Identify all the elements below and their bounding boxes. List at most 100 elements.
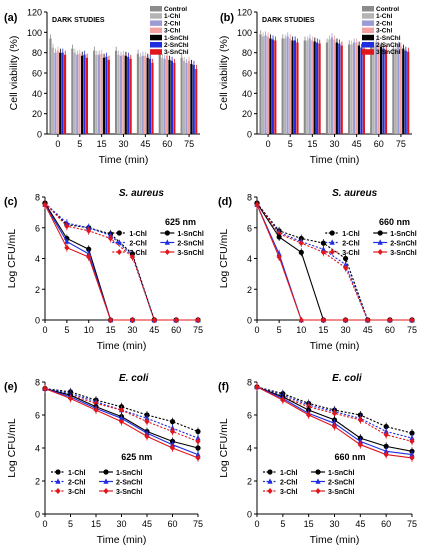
data-point — [118, 418, 125, 425]
bar — [308, 38, 311, 134]
data-point — [409, 454, 415, 461]
bar — [165, 55, 169, 134]
panel-label: (f) — [218, 381, 229, 393]
y-tick-label: 60 — [32, 69, 42, 79]
bar — [114, 50, 118, 135]
legend-marker — [55, 478, 61, 484]
data-point — [64, 244, 70, 251]
bar — [129, 58, 132, 135]
legend-swatch — [150, 13, 162, 19]
legend-label: 2-SnChl — [177, 241, 204, 248]
panel-annotation: 660 nm — [379, 217, 410, 227]
x-tick-label: 75 — [396, 139, 406, 149]
legend-label: 1-SnChl — [328, 470, 355, 477]
legend-swatch — [150, 27, 162, 34]
x-tick-label: 15 — [304, 519, 314, 529]
legend-swatch — [150, 34, 162, 41]
legend-label: 3-SnChl — [390, 250, 417, 257]
y-tick-label: 20 — [32, 109, 42, 119]
legend-label: 1-SnChl — [177, 231, 204, 238]
x-tick-label: 60 — [381, 519, 391, 529]
y-axis-title: Log CFU/mL — [218, 229, 230, 289]
chart-title: S. aureus — [119, 188, 164, 199]
legend-label: 3-SnChl — [164, 49, 189, 56]
bar — [357, 45, 361, 134]
legend-label: 3-SnChl — [177, 250, 204, 257]
bar — [182, 60, 186, 134]
bar — [384, 49, 388, 134]
x-tick-label: 5 — [288, 139, 293, 149]
legend-swatch — [150, 49, 162, 55]
x-axis-title: Time (min) — [310, 534, 360, 546]
data-point — [320, 249, 327, 256]
bar — [51, 47, 54, 135]
data-point — [276, 234, 282, 240]
y-tick-label: 6 — [247, 223, 252, 233]
bar — [49, 38, 52, 134]
bar — [124, 55, 127, 134]
legend-swatch — [150, 20, 162, 26]
data-point — [409, 317, 415, 323]
legend-swatch — [362, 42, 374, 48]
x-tick-label: 0 — [254, 325, 259, 335]
y-tick-label: 2 — [247, 285, 252, 295]
bar — [306, 40, 309, 134]
x-tick-label: 15 — [307, 139, 317, 149]
panel-f: (f) 0 2 4 6 8 Log CFU/mL Time (min) 0 5 15 30 45 60 75… — [218, 373, 417, 546]
data-point — [129, 253, 136, 260]
x-axis-title: Time (min) — [310, 340, 360, 352]
bar — [303, 40, 306, 134]
data-point — [107, 235, 114, 242]
bar — [293, 40, 297, 134]
bar — [269, 38, 272, 134]
bar — [352, 42, 356, 134]
x-tick-label: 10 — [296, 325, 306, 335]
y-axis-title: Cell viability (%) — [218, 36, 230, 111]
y-tick-label: 120 — [237, 8, 252, 18]
chart-title: E. coli — [332, 373, 362, 384]
x-tick-label: 30 — [118, 139, 128, 149]
y-tick-label: 0 — [35, 316, 40, 326]
x-tick-label: 30 — [341, 325, 351, 335]
bar — [397, 45, 400, 134]
legend-label: 1-SnChl — [164, 35, 189, 42]
y-tick-label: 0 — [35, 510, 40, 520]
bar — [141, 55, 144, 134]
legend-swatch — [362, 13, 374, 19]
data-point — [383, 451, 389, 458]
x-axis-title: Time (min) — [99, 154, 149, 166]
y-axis-title: Cell viability (%) — [8, 36, 20, 111]
data-point — [306, 412, 312, 418]
bar — [71, 48, 74, 134]
legend-marker — [164, 230, 170, 236]
data-point — [383, 431, 389, 438]
data-point — [342, 264, 349, 271]
data-point — [64, 223, 70, 230]
bar — [375, 42, 378, 134]
x-tick-label: 60 — [385, 325, 395, 335]
legend-label: Control — [164, 6, 187, 13]
bar — [139, 56, 142, 134]
legend-marker — [315, 469, 321, 475]
panel-a: (a) 0 20 40 60 80 100 120 Cell viability (%) Time… — [4, 6, 200, 166]
bar — [313, 41, 316, 134]
data-point — [42, 201, 48, 208]
y-tick-label: 2 — [35, 285, 40, 295]
legend-marker — [315, 478, 321, 484]
bar — [119, 55, 122, 134]
bar — [370, 46, 373, 134]
panel-label: (a) — [4, 12, 18, 24]
bar — [316, 42, 319, 134]
data-point — [357, 416, 363, 423]
bar — [146, 57, 149, 134]
y-tick-label: 4 — [247, 254, 252, 264]
x-tick-label: 15 — [91, 519, 101, 529]
legend-swatch — [362, 34, 374, 41]
series-line — [256, 202, 412, 321]
data-point — [254, 383, 260, 390]
x-tick-label: 75 — [184, 139, 194, 149]
data-point — [342, 317, 349, 323]
legend-label: 3-SnChl — [376, 49, 401, 56]
legend-swatch — [362, 20, 374, 26]
y-tick-label: 2 — [35, 477, 40, 487]
